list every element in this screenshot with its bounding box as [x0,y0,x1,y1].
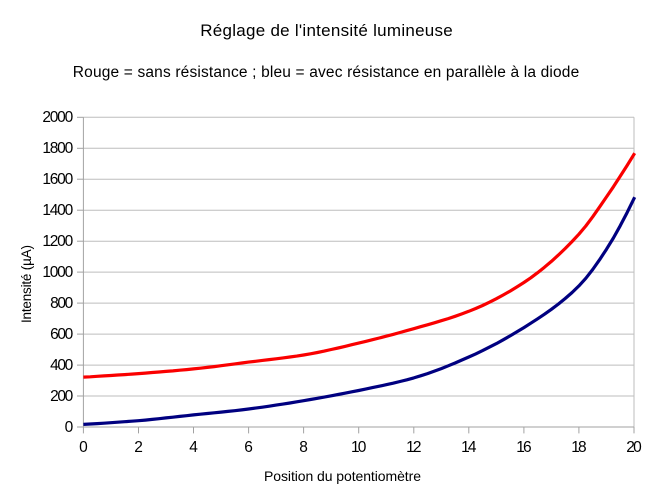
svg-text:1200: 1200 [42,233,73,250]
svg-text:600: 600 [50,326,73,343]
svg-text:20: 20 [626,439,642,456]
svg-text:2000: 2000 [42,109,73,126]
svg-text:Position du potentiomètre: Position du potentiomètre [264,468,421,484]
svg-text:6: 6 [244,439,253,456]
svg-text:0: 0 [79,439,88,456]
svg-text:1800: 1800 [42,140,73,157]
svg-text:1000: 1000 [42,264,73,281]
svg-text:2: 2 [134,439,143,456]
svg-text:14: 14 [461,439,477,456]
svg-text:400: 400 [50,357,73,374]
svg-text:800: 800 [50,295,73,312]
svg-text:4: 4 [189,439,198,456]
svg-text:12: 12 [406,439,421,456]
svg-text:16: 16 [516,439,531,456]
svg-text:1400: 1400 [42,202,73,219]
svg-text:1600: 1600 [42,171,73,188]
svg-text:0: 0 [65,419,74,436]
svg-text:Intensité (µA): Intensité (µA) [19,245,34,323]
svg-text:8: 8 [299,439,308,456]
svg-text:10: 10 [351,439,367,456]
svg-text:Réglage de l'intensité lumineu: Réglage de l'intensité lumineuse [200,21,453,40]
svg-text:200: 200 [50,388,73,405]
svg-text:18: 18 [571,439,586,456]
svg-text:Rouge = sans résistance ; bleu: Rouge = sans résistance ; bleu = avec ré… [73,64,579,81]
